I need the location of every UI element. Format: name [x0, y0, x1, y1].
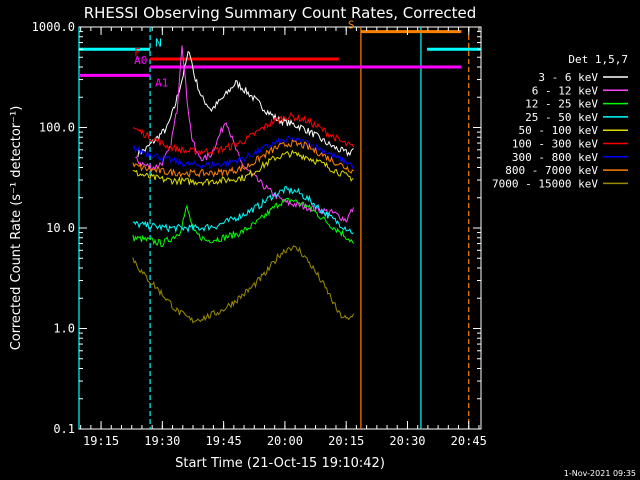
- x-axis: 19:15 19:30 19:45 20:00 20:15 20:30 20:45: [80, 27, 487, 448]
- x-tick-label: 20:30: [389, 434, 425, 448]
- series-line: [132, 197, 354, 248]
- legend-label: 7000 - 15000 keV: [492, 177, 598, 190]
- legend-title: Det 1,5,7: [568, 53, 628, 66]
- marker-label: A0: [134, 54, 147, 67]
- y-tick-label: 1000.0: [32, 20, 75, 34]
- marker-label: N: [155, 36, 162, 49]
- date-stamp: 1-Nov-2021 09:35: [564, 469, 636, 478]
- legend-label: 300 - 800 keV: [512, 151, 598, 164]
- marker-label: S: [348, 19, 355, 32]
- legend-label: 12 - 25 keV: [525, 98, 598, 111]
- legend-label: 6 - 12 keV: [532, 84, 599, 97]
- y-tick-label: 0.1: [53, 422, 75, 436]
- series-line: [132, 245, 354, 324]
- legend-label: 3 - 6 keV: [538, 71, 598, 84]
- y-axis-label: Corrected Count Rate (s⁻¹ detector⁻¹): [9, 106, 24, 351]
- series-line: [132, 111, 354, 156]
- x-axis-label: Start Time (21-Oct-15 19:10:42): [175, 456, 385, 471]
- observing-markers: N FA0 A1 S: [78, 19, 481, 429]
- series-line: [135, 45, 354, 223]
- series-group: [132, 45, 354, 324]
- marker-label: A1: [155, 76, 168, 89]
- series-line: [132, 135, 354, 170]
- y-tick-label: 1.0: [53, 322, 75, 336]
- series-line: [132, 149, 354, 187]
- y-tick-label: 100.0: [39, 121, 75, 135]
- x-tick-label: 19:15: [83, 434, 119, 448]
- x-tick-label: 20:45: [451, 434, 487, 448]
- legend-label: 25 - 50 keV: [525, 111, 598, 124]
- x-tick-label: 20:00: [267, 434, 303, 448]
- series-line: [132, 139, 354, 179]
- x-tick-label: 20:15: [328, 434, 364, 448]
- chart-title: RHESSI Observing Summary Count Rates, Co…: [84, 4, 477, 22]
- x-tick-label: 19:30: [144, 434, 180, 448]
- marker-label: F: [134, 46, 141, 59]
- x-tick-label: 19:45: [206, 434, 242, 448]
- y-axis: 1000.0 100.0 10.0 1.0 0.1: [32, 20, 481, 436]
- series-line: [132, 185, 354, 235]
- legend-label: 50 - 100 keV: [519, 124, 599, 137]
- legend-label: 800 - 7000 keV: [505, 164, 598, 177]
- legend-label: 100 - 300 keV: [512, 138, 598, 151]
- series-line: [137, 50, 354, 158]
- y-tick-label: 10.0: [46, 221, 75, 235]
